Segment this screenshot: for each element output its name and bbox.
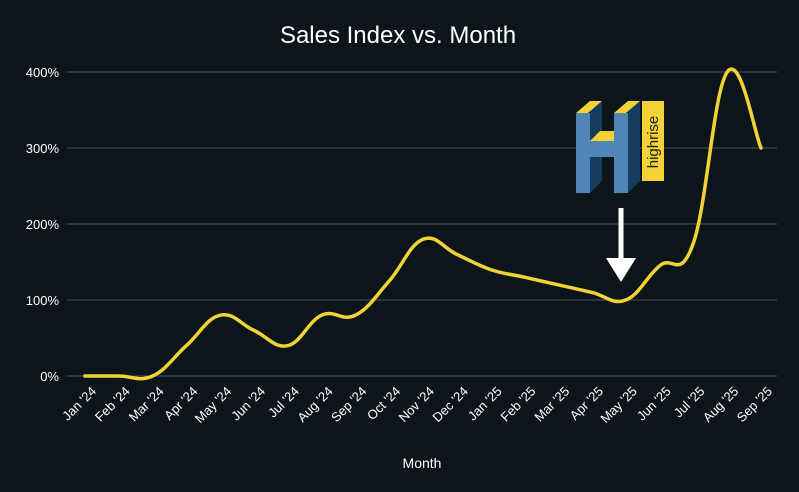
logo-h-bar xyxy=(590,141,614,157)
logo-top-right xyxy=(614,101,640,113)
down-arrow-icon xyxy=(606,208,636,282)
y-tick-label: 400% xyxy=(26,65,60,80)
x-tick-label: Sep '24 xyxy=(328,384,369,425)
x-tick-label: Feb '25 xyxy=(498,384,539,425)
x-tick-label: Jan '25 xyxy=(465,384,505,424)
x-tick-label: Feb '24 xyxy=(92,384,133,425)
series-line-sales-index xyxy=(83,67,763,381)
logo-h-right xyxy=(614,113,628,193)
chart-title: Sales Index vs. Month xyxy=(280,22,516,49)
x-tick-label: Jun '25 xyxy=(634,384,674,424)
logo-h-left xyxy=(576,113,590,193)
x-tick-label: Sep '25 xyxy=(734,384,775,425)
y-tick-label: 300% xyxy=(26,141,60,156)
grid-layer xyxy=(67,71,777,377)
x-tick-label: Aug '25 xyxy=(700,384,741,425)
x-tick-label: Nov '24 xyxy=(396,384,437,425)
y-tick-label: 100% xyxy=(26,293,60,308)
y-axis: 0% 100% 200% 300% 400% xyxy=(26,65,60,384)
x-tick-label: Mar '24 xyxy=(126,384,167,425)
y-tick-label: 0% xyxy=(40,369,59,384)
y-tick-label: 200% xyxy=(26,217,60,232)
highrise-logo: highrise xyxy=(576,101,664,193)
logo-top-left xyxy=(576,101,602,113)
x-tick-label: Dec '24 xyxy=(429,384,470,425)
logo-h-bar-top xyxy=(590,131,614,141)
logo-depth-right xyxy=(628,101,640,193)
x-tick-label: May '25 xyxy=(597,384,640,427)
x-tick-label: Aug '24 xyxy=(294,384,335,425)
logo-text: highrise xyxy=(645,116,662,169)
x-axis-label: Month xyxy=(403,455,442,471)
x-tick-label: Mar '25 xyxy=(531,384,572,425)
x-tick-label: Jan '24 xyxy=(59,384,99,424)
logo-yellow-tab xyxy=(642,101,664,181)
x-tick-label: May '24 xyxy=(192,384,235,427)
x-tick-label: Jun '24 xyxy=(228,384,268,424)
